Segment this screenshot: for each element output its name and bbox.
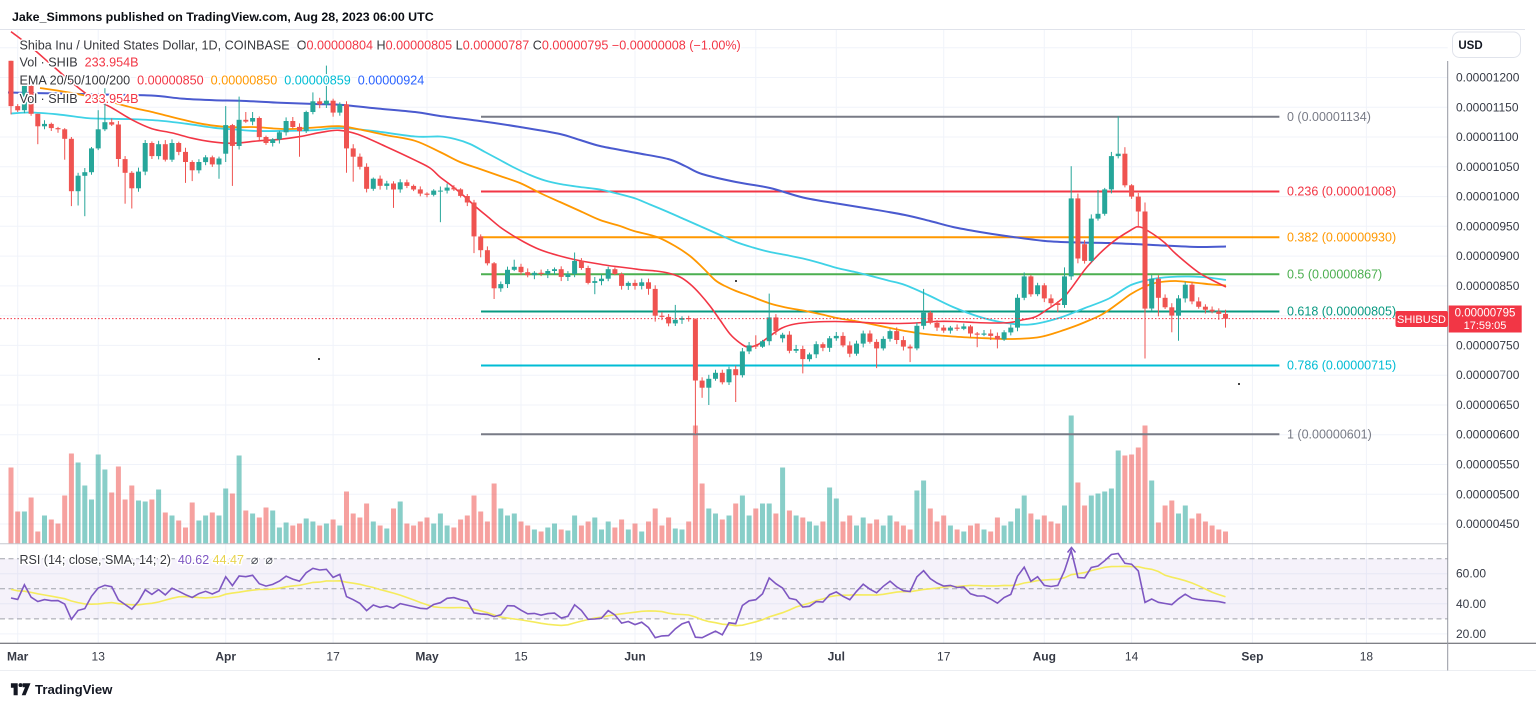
- svg-text:18: 18: [1360, 650, 1374, 664]
- svg-text:0.5 (0.00000867): 0.5 (0.00000867): [1287, 267, 1382, 281]
- svg-text:40.00: 40.00: [1456, 597, 1486, 611]
- svg-text:15: 15: [514, 650, 528, 664]
- svg-text:EMA 20/50/100/200 0.00000850: EMA 20/50/100/200 0.00000850 0.00000850 …: [20, 74, 425, 88]
- svg-text:0.00000450: 0.00000450: [1456, 517, 1520, 531]
- svg-text:Sep: Sep: [1241, 650, 1263, 664]
- svg-text:0.00000700: 0.00000700: [1456, 368, 1520, 382]
- svg-text:60.00: 60.00: [1456, 567, 1486, 581]
- svg-text:Jul: Jul: [828, 650, 845, 664]
- svg-text:13: 13: [92, 650, 106, 664]
- svg-text:Shiba Inu / United States Doll: Shiba Inu / United States Dollar, 1D, CO…: [20, 39, 741, 53]
- svg-text:0.00000600: 0.00000600: [1456, 428, 1520, 442]
- svg-text:Jun: Jun: [624, 650, 645, 664]
- svg-text:Jake_Simmons published on Trad: Jake_Simmons published on TradingView.co…: [12, 10, 434, 24]
- svg-text:0.236 (0.00001008): 0.236 (0.00001008): [1287, 185, 1396, 199]
- svg-text:20.00: 20.00: [1456, 627, 1486, 641]
- svg-text:0.00000650: 0.00000650: [1456, 398, 1520, 412]
- svg-text:0.00000900: 0.00000900: [1456, 249, 1520, 263]
- svg-text:0.00000750: 0.00000750: [1456, 338, 1520, 352]
- svg-text:SHIBUSD: SHIBUSD: [1397, 314, 1446, 326]
- svg-text:0.00000795: 0.00000795: [1455, 308, 1516, 320]
- svg-text:17: 17: [937, 650, 951, 664]
- svg-text:0.00000500: 0.00000500: [1456, 487, 1520, 501]
- svg-text:17:59:05: 17:59:05: [1464, 320, 1507, 332]
- svg-text:RSI (14; close, SMA, 14; 2) 4: RSI (14; close, SMA, 14; 2) 40.62 44.47 …: [20, 553, 274, 567]
- svg-text:0.618 (0.00000805): 0.618 (0.00000805): [1287, 305, 1396, 319]
- svg-text:0.382 (0.00000930): 0.382 (0.00000930): [1287, 231, 1396, 245]
- svg-text:Mar: Mar: [7, 650, 29, 664]
- svg-text:0.00001100: 0.00001100: [1456, 130, 1519, 144]
- svg-text:USD: USD: [1458, 40, 1482, 52]
- svg-text:TradingView: TradingView: [35, 682, 113, 697]
- svg-text:1 (0.00000601): 1 (0.00000601): [1287, 427, 1372, 441]
- svg-text:0.00001200: 0.00001200: [1456, 71, 1520, 85]
- svg-text:0.00000850: 0.00000850: [1456, 279, 1520, 293]
- svg-text:0.00000950: 0.00000950: [1456, 219, 1520, 233]
- svg-text:0.00001150: 0.00001150: [1456, 100, 1519, 114]
- svg-text:Vol · SHIB 233.954B: Vol · SHIB 233.954B: [20, 92, 139, 106]
- svg-text:0 (0.00001134): 0 (0.00001134): [1287, 110, 1371, 124]
- svg-text:Aug: Aug: [1033, 650, 1056, 664]
- svg-text:Apr: Apr: [215, 650, 236, 664]
- svg-text:0.00000550: 0.00000550: [1456, 458, 1520, 472]
- svg-text:May: May: [415, 650, 439, 664]
- svg-text:Vol · SHIB 233.954B: Vol · SHIB 233.954B: [20, 56, 139, 70]
- svg-text:0.786 (0.00000715): 0.786 (0.00000715): [1287, 359, 1396, 373]
- svg-text:17: 17: [326, 650, 340, 664]
- svg-text:19: 19: [749, 650, 763, 664]
- svg-text:14: 14: [1125, 650, 1139, 664]
- svg-text:0.00001050: 0.00001050: [1456, 160, 1520, 174]
- svg-text:0.00001000: 0.00001000: [1456, 190, 1520, 204]
